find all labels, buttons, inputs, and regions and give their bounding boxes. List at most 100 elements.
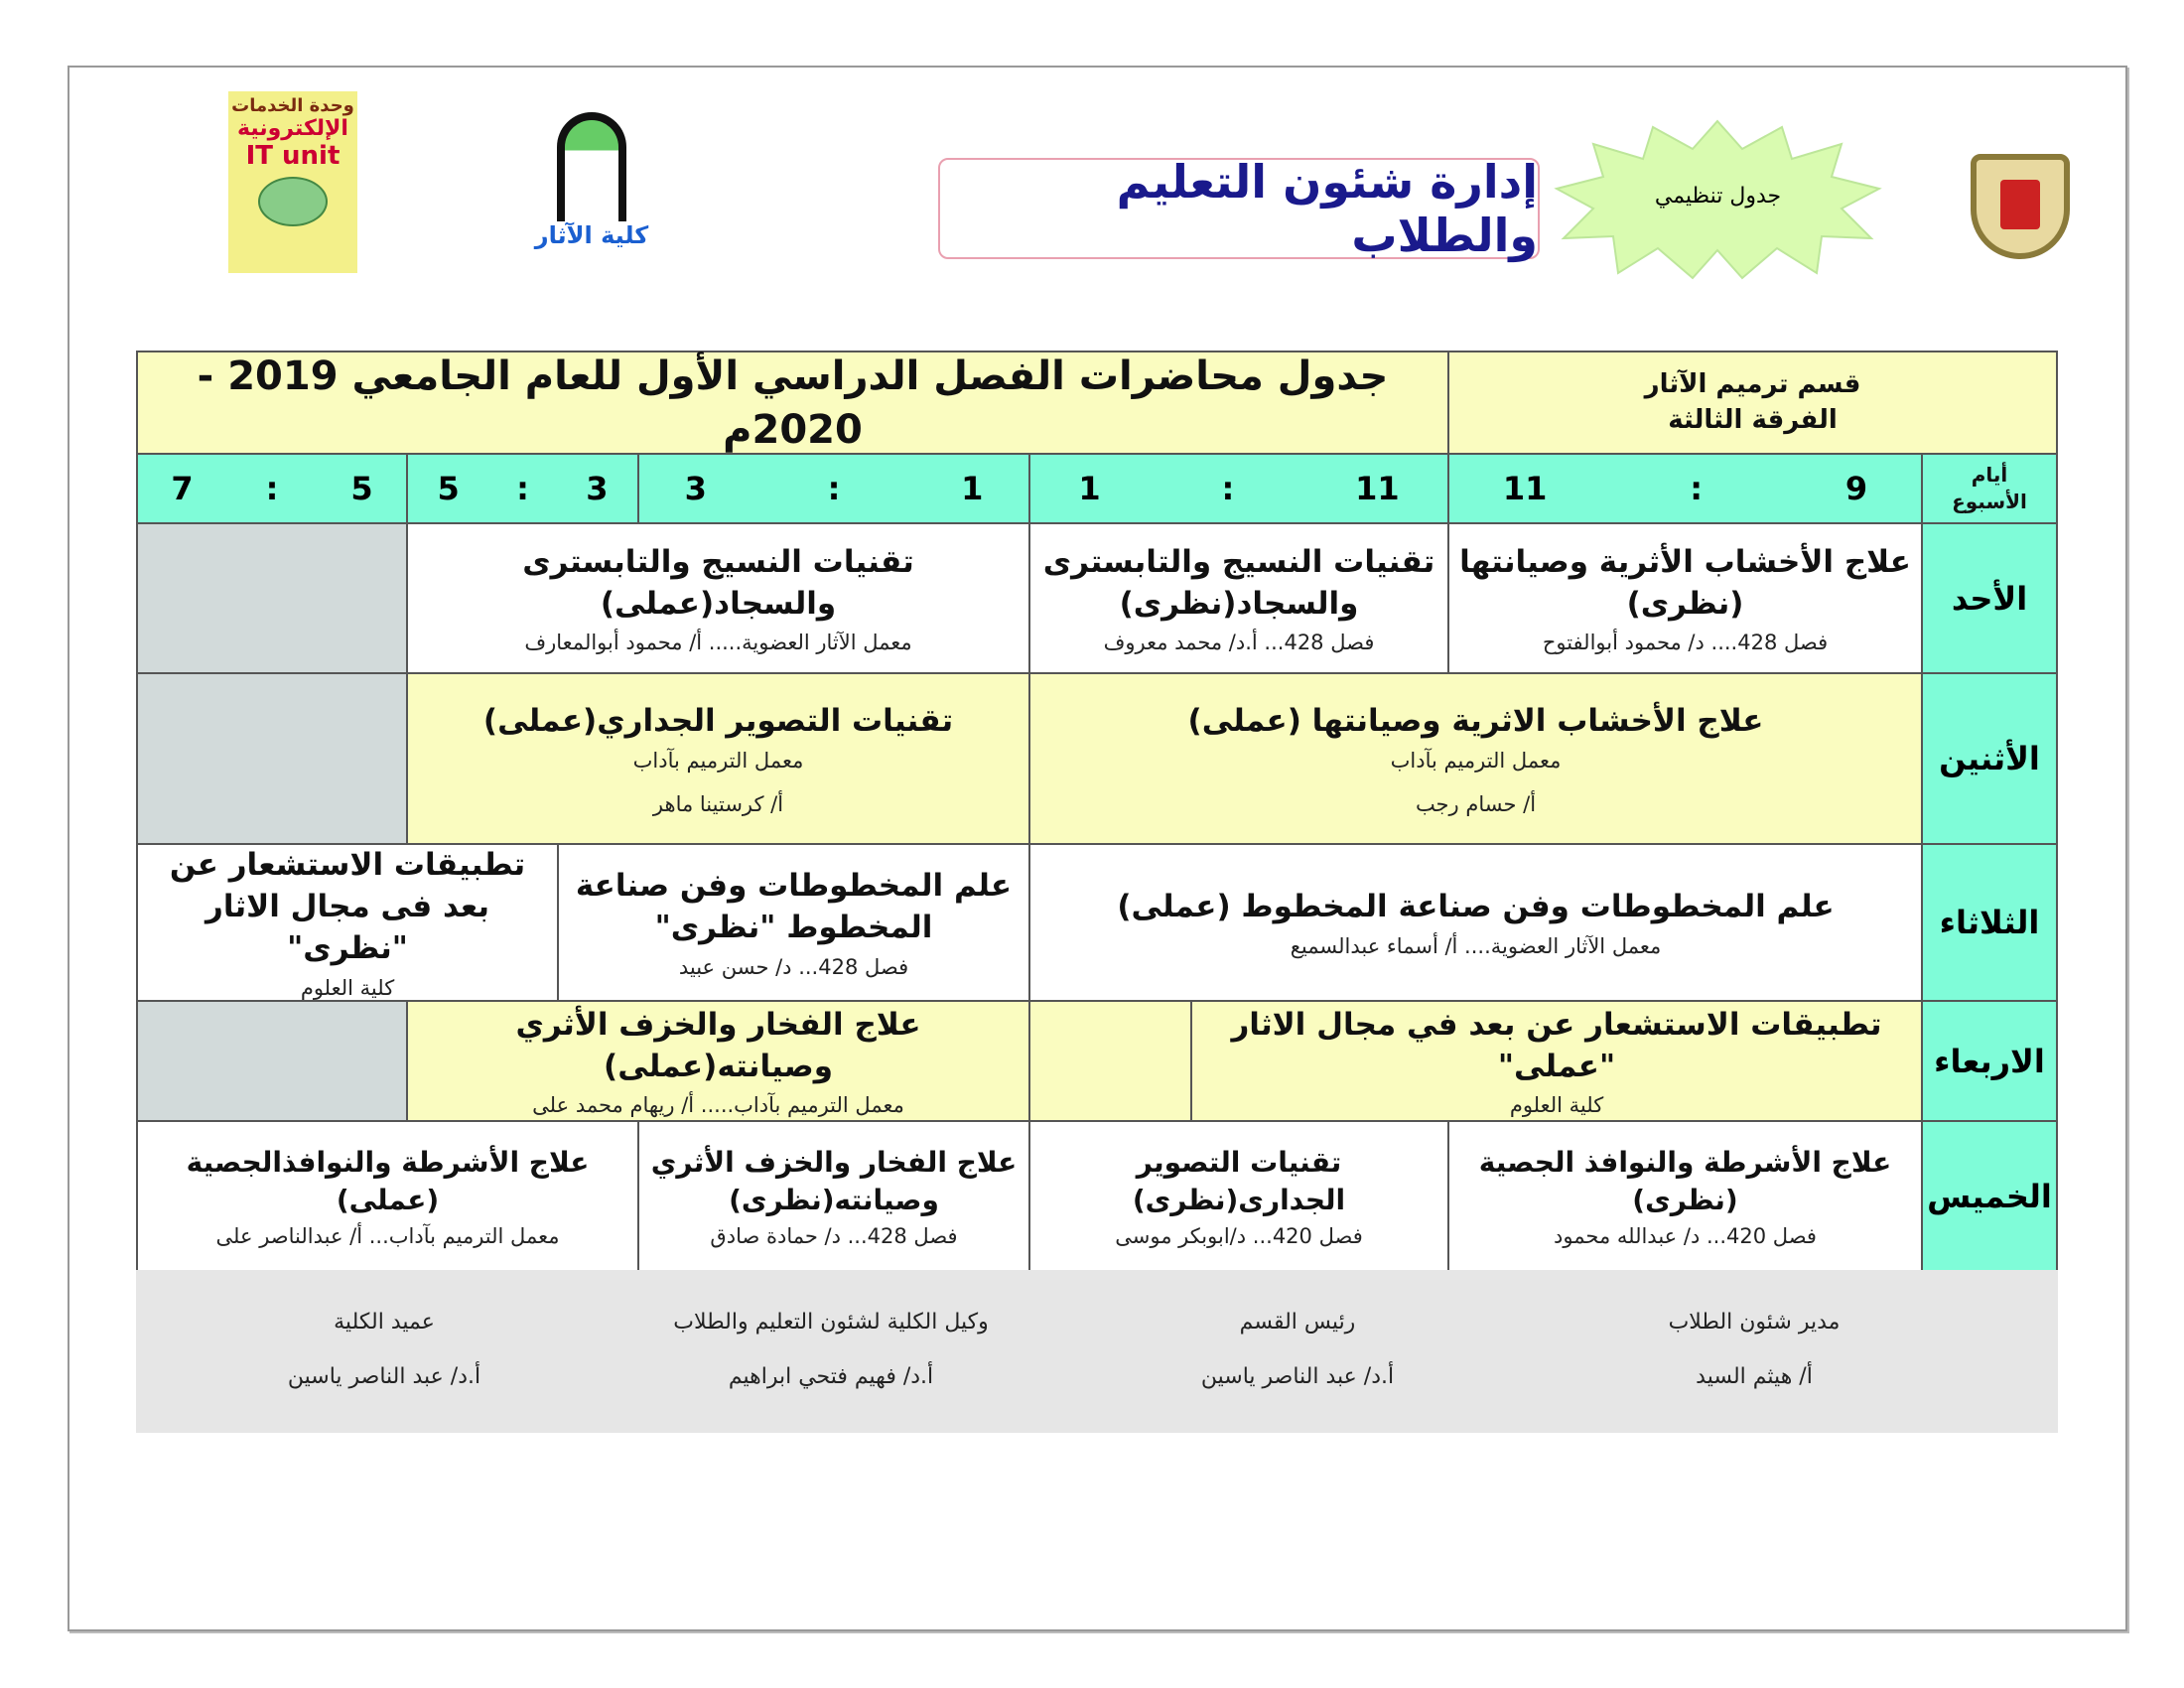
table-sunday-0-sub: فصل 428.... د/ محمود أبوالفتوح [1542, 631, 1829, 655]
table-tuesday-0-title: علم المخطوطات وفن صناعة المخطوط (عملى) [1117, 889, 1835, 925]
table-monday-1-sub: معمل الترميم بآداب [632, 748, 804, 773]
time-slot-4: 5:3 [406, 453, 639, 524]
days-header: أيام الأسبوع [1921, 453, 2058, 524]
table-tuesday-2-title: تطبيقات الاستشعار عن بعد فى مجال الاثار … [169, 847, 526, 966]
lecture-cell: علاج الفخار والخزف الأثري وصيانته(عملى) م… [406, 1000, 1030, 1122]
table-wednesday-0-sub: كلية العلوم [1509, 1093, 1604, 1118]
table-department: قسم ترميم الآثار [1644, 369, 1861, 400]
table-monday-0-sub: معمل الترميم بآداب [1390, 748, 1562, 773]
badge-label: جدول تنظيمي [1654, 184, 1782, 209]
lecture-cell: تقنيات النسيج والتابسترى والسجاد(نظرى) فص… [1028, 522, 1449, 674]
day-thursday: الخميس [1921, 1120, 2058, 1272]
table-sunday-2-sub: معمل الآثار العضوية..... أ/ محمود أبوالم… [524, 631, 912, 655]
table-wednesday-1-sub: معمل الترميم بآداب..... أ/ ريهام محمد عل… [532, 1093, 904, 1118]
table-monday-0-sub2: أ/ حسام رجب [1415, 791, 1537, 816]
table-monday-0-title: علاج الأخشاب الاثرية وصيانتها (عملى) [1187, 703, 1764, 740]
lecture-cell: تطبيقات الاستشعار عن بعد فى مجال الاثار … [136, 843, 559, 1002]
schedule-title-cell: جدول محاضرات الفصل الدراسي الأول للعام ا… [136, 351, 1449, 455]
signatures-2-role: وكيل الكلية لشئون التعليم والطلاب [673, 1310, 989, 1335]
table-days-3: الاربعاء [1934, 1042, 2045, 1080]
signatures-0-name: أ/ هيثم السيد [1696, 1364, 1813, 1389]
table-wednesday-0-title: تطبيقات الاستشعار عن بعد في مجال الاثار … [1231, 1006, 1882, 1084]
table-days-4: الخميس [1927, 1177, 2052, 1215]
table-thursday-0-title: علاج الأشرطة والنوافذ الجصية (نظرى) [1478, 1145, 1892, 1216]
table-sunday-1-sub: فصل 428... أ.د/ محمد معروف [1103, 631, 1375, 655]
page-frame [68, 66, 2127, 1631]
table-times-4-1: 7 [171, 470, 194, 507]
table-days-2: الثلاثاء [1939, 904, 2040, 941]
empty-cell [136, 522, 408, 674]
admin-title-box: إدارة شئون التعليم والطلاب [938, 155, 1540, 262]
empty-cell [136, 672, 408, 845]
table-sunday-1-title: تقنيات النسيج والتابسترى والسجاد(نظرى) [1042, 543, 1435, 622]
table-times-2-1: 3 [684, 470, 707, 507]
table-days-0: الأحد [1951, 579, 2028, 618]
table-sunday-2-title: تقنيات النسيج والتابسترى والسجاد(عملى) [522, 543, 914, 622]
lecture-cell: تقنيات النسيج والتابسترى والسجاد(عملى) مع… [406, 522, 1030, 674]
signatures-0-role: مدير شئون الطلاب [1668, 1310, 1841, 1335]
photo-icon [258, 177, 328, 226]
table-tuesday-2-sub: كلية العلوم [300, 975, 395, 1000]
table-times-4-0: 5 [350, 470, 373, 507]
signature-dean: عميد الكلية أ.د/ عبد الناصر ياسين [176, 1310, 593, 1419]
table-thursday-2-title: علاج الفخار والخزف الأثري وصيانته(نظرى) [650, 1145, 1018, 1216]
table-tuesday-1-title: علم المخطوطات وفن صناعة المخطوط "نظرى" [575, 868, 1013, 945]
lecture-cell: علاج الفخار والخزف الأثري وصيانته(نظرى) ف… [637, 1120, 1030, 1272]
table-level: الفرقة الثالثة [1668, 404, 1838, 435]
table-times-0-0: 9 [1844, 470, 1868, 507]
day-tuesday: الثلاثاء [1921, 843, 2058, 1002]
header-it_logo_text-1: الإلكترونية [237, 116, 348, 141]
table-days-1: الأثنين [1939, 740, 2040, 777]
empty-cell [136, 1000, 408, 1122]
signature-department-head: رئيس القسم أ.د/ عبد الناصر ياسين [1089, 1310, 1506, 1419]
signatures-2-name: أ.د/ فهيم فتحي ابراهيم [728, 1364, 934, 1389]
day-wednesday: الاربعاء [1921, 1000, 2058, 1122]
empty-cell [1028, 1000, 1192, 1122]
lecture-cell: تقنيات التصوير الجداري(عملى) معمل الترميم… [406, 672, 1030, 845]
day-sunday: الأحد [1921, 522, 2058, 674]
lecture-cell: علاج الأخشاب الأثرية وصيانتها (نظرى) فصل … [1447, 522, 1923, 674]
table-times-1-1: 1 [1078, 470, 1101, 507]
table-times-1-0: 11 [1355, 470, 1400, 507]
signature-vice-dean: وكيل الكلية لشئون التعليم والطلاب أ.د/ فه… [622, 1310, 1039, 1419]
signatures-1-role: رئيس القسم [1239, 1310, 1356, 1335]
signature-student-affairs: مدير شئون الطلاب أ/ هيثم السيد [1546, 1310, 1963, 1419]
table-times-3-1: 5 [437, 470, 460, 507]
faculty-logo: كلية الآثار [532, 112, 651, 266]
time-slot-1: 11:9 [1447, 453, 1923, 524]
table-wednesday-1-title: علاج الفخار والخزف الأثري وصيانته(عملى) [515, 1006, 921, 1084]
signature-band: مدير شئون الطلاب أ/ هيثم السيد رئيس القسم… [136, 1270, 2058, 1433]
department-cell: قسم ترميم الآثار الفرقة الثالثة [1447, 351, 2058, 455]
table-thursday-2-sub: فصل 428... د/ حمادة صادق [710, 1224, 958, 1249]
header-it_logo_text-2: IT unit [245, 141, 341, 171]
lecture-cell: علاج الأشرطة والنوافذ الجصية (نظرى) فصل 4… [1447, 1120, 1923, 1272]
table-times-0-1: 11 [1502, 470, 1548, 507]
signatures-1-name: أ.د/ عبد الناصر ياسين [1200, 1364, 1395, 1389]
table-tuesday-1-sub: فصل 428... د/ حسن عبيد [678, 954, 909, 979]
lecture-cell: علم المخطوطات وفن صناعة المخطوط "نظرى" فص… [557, 843, 1030, 1002]
time-slot-3: 3:1 [637, 453, 1030, 524]
signatures-3-name: أ.د/ عبد الناصر ياسين [287, 1364, 481, 1389]
university-emblem [1971, 154, 2070, 259]
table-monday-1-title: تقنيات التصوير الجداري(عملى) [482, 703, 954, 740]
table-thursday-1-sub: فصل 420... د/ابوبكر موسى [1115, 1224, 1363, 1249]
table-sunday-0-title: علاج الأخشاب الأثرية وصيانتها (نظرى) [1459, 543, 1911, 622]
lecture-cell: علاج الأخشاب الاثرية وصيانتها (عملى) معمل… [1028, 672, 1923, 845]
table-monday-1-sub2: أ/ كرستينا ماهر [652, 791, 784, 816]
table-times-2-0: 1 [961, 470, 984, 507]
lecture-cell: علم المخطوطات وفن صناعة المخطوط (عملى) مع… [1028, 843, 1923, 1002]
header-faculty_logo_text: كلية الآثار [534, 221, 649, 249]
day-monday: الأثنين [1921, 672, 2058, 845]
lecture-cell: تقنيات التصوير الجدارى(نظرى) فصل 420... د… [1028, 1120, 1449, 1272]
table-times-3-0: 3 [586, 470, 609, 507]
starburst-badge [1554, 119, 1882, 280]
table-thursday-0-sub: فصل 420... د/ عبدالله محمود [1554, 1224, 1817, 1249]
table-days_header: أيام الأسبوع [1952, 463, 2027, 513]
time-slot-5: 7:5 [136, 453, 408, 524]
table-title: جدول محاضرات الفصل الدراسي الأول للعام ا… [197, 352, 1389, 453]
table-tuesday-0-sub: معمل الآثار العضوية.... أ/ أسماء عبدالسم… [1290, 933, 1662, 958]
time-slot-2: 1:11 [1028, 453, 1449, 524]
table-thursday-3-sub: معمل الترميم بآداب... أ/ عبدالناصر على [215, 1224, 560, 1249]
lecture-cell: تطبيقات الاستشعار عن بعد في مجال الاثار … [1190, 1000, 1923, 1122]
lecture-cell: علاج الأشرطة والنوافذالجصية (عملى) معمل ا… [136, 1120, 639, 1272]
